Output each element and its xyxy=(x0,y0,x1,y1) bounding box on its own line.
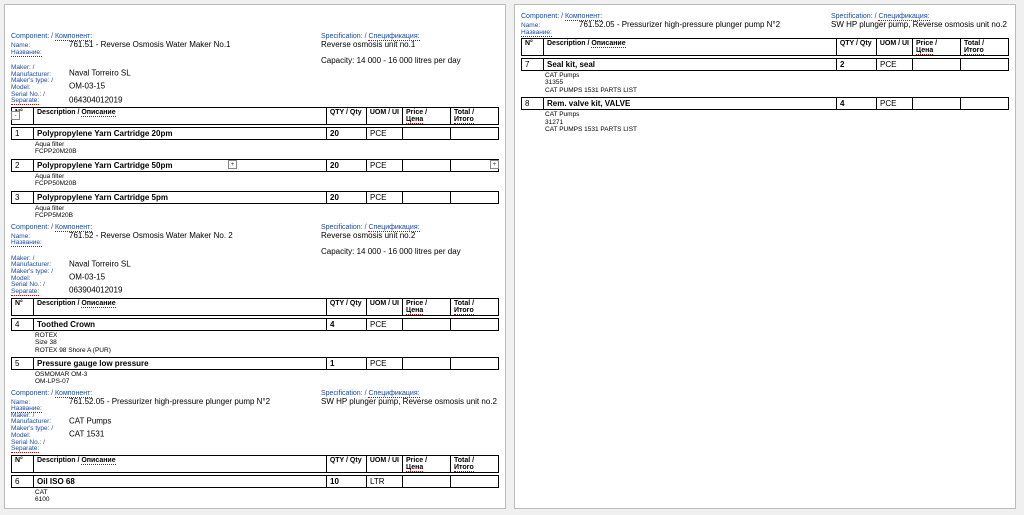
table-3: N° Description / Описание QTY / Qty UOM … xyxy=(11,455,499,473)
row-4: 4 Toothed Crown 4 PCE ROTEXSize 38ROTEX … xyxy=(11,318,499,354)
col-price: Price /Цена xyxy=(403,107,451,124)
col-total: Total /Итого xyxy=(451,107,499,124)
row-3: 3 Polypropylene Yarn Cartridge 5pm 20 PC… xyxy=(11,191,499,220)
expand-plus[interactable]: + xyxy=(490,160,499,169)
page-2: Component: / Компонент: Specification: /… xyxy=(514,4,1016,509)
section-head-3: Component: / Компонент: Specification: /… xyxy=(11,390,499,453)
row-1: 1 Polypropylene Yarn Cartridge 20pm 20 P… xyxy=(11,127,499,156)
table-4: N° Description / Описание QTY / Qty UOM … xyxy=(521,38,1009,56)
expand-plus-2[interactable]: + xyxy=(228,160,237,169)
row-8: 8 Rem. valve kit, VALVE 4 PCE CAT Pumps3… xyxy=(521,97,1009,133)
table-2: N° Description / Описание QTY / Qty UOM … xyxy=(11,298,499,316)
section-head-1: Component: / Компонент: Specification: /… xyxy=(11,33,499,105)
row-7: 7 Seal kit, seal 2 PCE CAT Pumps31355CAT… xyxy=(521,58,1009,94)
section-head-2: Component: / Компонент: Specification: /… xyxy=(11,224,499,296)
table-1: N° Description / Описание QTY / Qty UOM … xyxy=(11,107,499,125)
row-2: 2 Polypropylene Yarn Cartridge 50pm 20 P… xyxy=(11,159,499,188)
col-uom: UOM / UI xyxy=(366,107,402,124)
row-6: 6 Oil ISO 68 10 LTR CAT6100 xyxy=(11,475,499,504)
row-5: 5 Pressure gauge low pressure 1 PCE OSMO… xyxy=(11,357,499,386)
col-qty: QTY / Qty xyxy=(326,107,366,124)
col-desc: Description / Описание xyxy=(34,107,327,124)
section-head-4: Component: / Компонент: Specification: /… xyxy=(521,13,1009,36)
page-1: + - + Component: / Компонент: Specificat… xyxy=(4,4,506,509)
collapse-minus[interactable]: - xyxy=(11,111,20,120)
